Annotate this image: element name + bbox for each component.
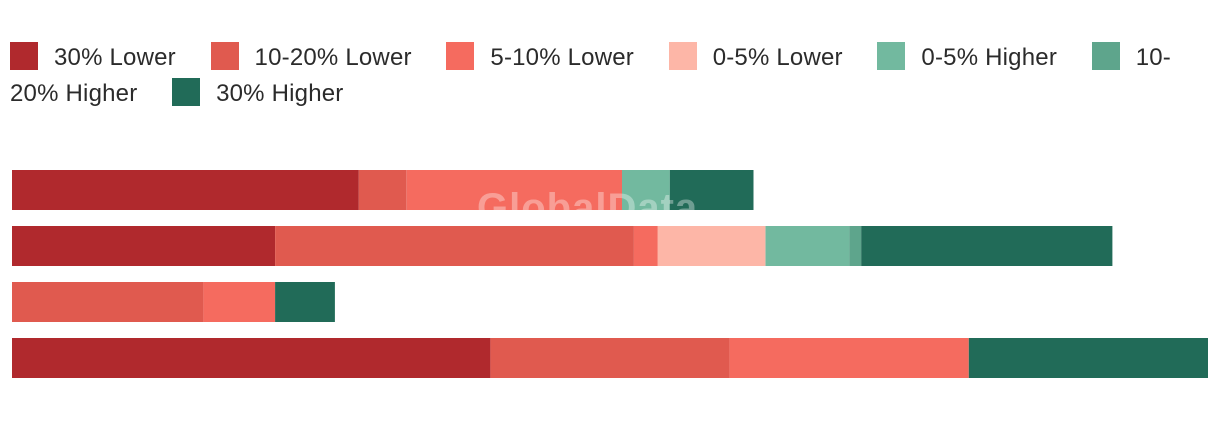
bar-segment <box>490 338 730 378</box>
bar-segment <box>12 282 204 322</box>
legend-item: 0-5% Lower <box>668 42 843 71</box>
legend-label: 10-20% Higher <box>10 44 1171 107</box>
legend-item: 5-10% Lower <box>446 42 635 71</box>
legend-label: 5-10% Lower <box>490 44 635 71</box>
legend-item: 0-5% Higher <box>877 42 1058 71</box>
legend-swatch <box>446 42 475 70</box>
legend-swatch <box>172 78 201 106</box>
legend-label: 30% Lower <box>54 44 176 71</box>
legend-label: 10-20% Lower <box>254 44 412 71</box>
legend-item: 30% Lower <box>10 42 176 71</box>
bar-segment <box>12 226 276 266</box>
bar-segment <box>275 226 634 266</box>
legend-swatch <box>10 42 38 70</box>
legend-label: 30% Higher <box>216 80 344 107</box>
legend-item: 10-20% Lower <box>210 42 412 71</box>
legend-label: 0-5% Higher <box>921 44 1058 71</box>
legend-swatch <box>1091 42 1120 70</box>
legend-item: 30% Higher <box>172 78 344 107</box>
legend-label: 0-5% Lower <box>712 44 843 71</box>
legend-swatch <box>668 42 697 70</box>
legend-swatch <box>210 42 239 70</box>
chart-legend: 30% Lower 10-20% Lower 5-10% Lower 0-5% … <box>10 40 1210 112</box>
bar-segment <box>203 282 276 322</box>
legend-item: 10-20% Higher <box>10 42 1171 107</box>
bar-segment <box>275 282 335 322</box>
bar-segment <box>12 338 491 378</box>
bar-segment <box>765 226 850 266</box>
bar-segment <box>406 170 622 210</box>
legend-swatch <box>877 42 906 70</box>
bar-segment <box>968 338 1208 378</box>
bar-segment <box>861 226 1113 266</box>
bar-segment <box>657 226 766 266</box>
bar-segment <box>669 170 754 210</box>
bar-segment <box>12 170 359 210</box>
bar-segment <box>849 226 862 266</box>
bar-segment <box>622 170 670 210</box>
bar-segment <box>358 170 407 210</box>
bar-segment <box>633 226 658 266</box>
bar-segment <box>729 338 969 378</box>
